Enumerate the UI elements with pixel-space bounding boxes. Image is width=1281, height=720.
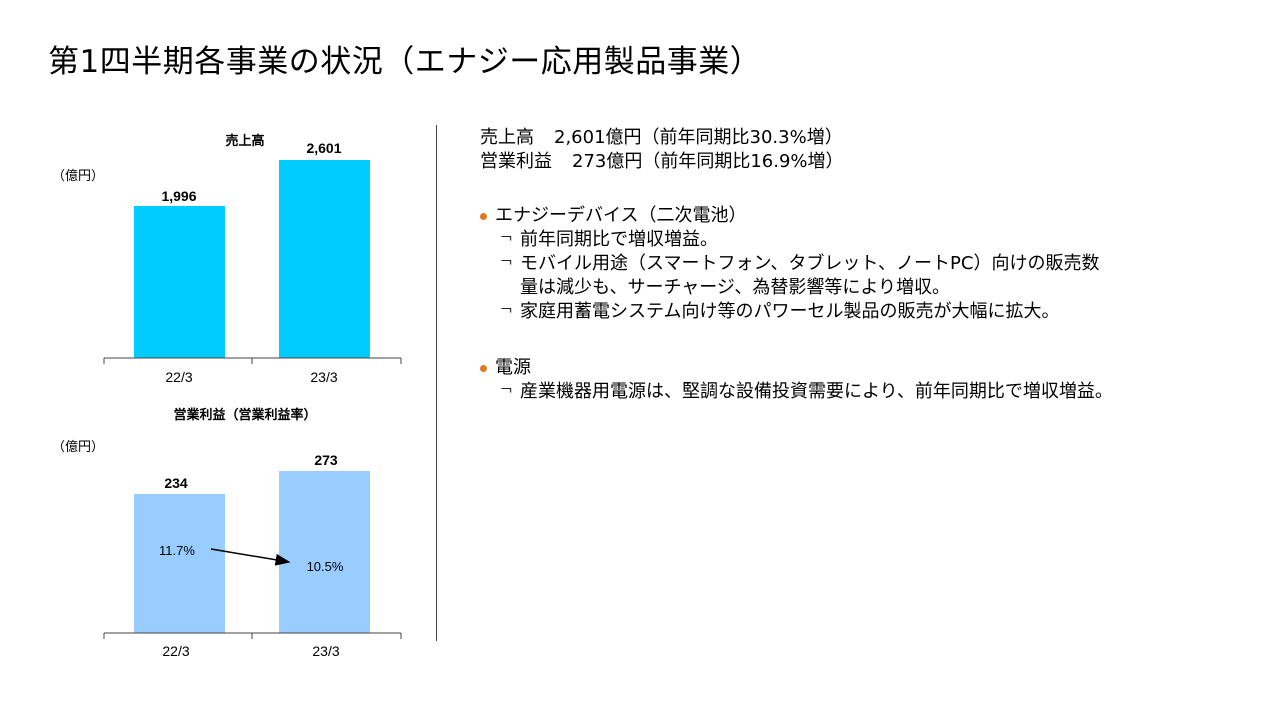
profit-category-23-3: 23/3: [312, 643, 339, 659]
list-item: ￢ 前年同期比で増収増益。: [500, 229, 718, 250]
vertical-divider: [436, 125, 437, 641]
profit-category-22-3: 22/3: [162, 643, 189, 659]
profit-chart-title: 営業利益（営業利益率）: [173, 408, 317, 423]
list-item: ￢ 産業機器用電源は、堅調な設備投資需要により、前年同期比で増収増益。: [500, 381, 1113, 402]
hook-bullet-icon: ￢: [500, 232, 514, 247]
sales-value-22-3: 1,996: [161, 188, 196, 204]
summary-sales-value: 2,601億円（前年同期比30.3%増）: [554, 127, 843, 148]
page-title: 第1四半期各事業の状況（エナジー応用製品事業）: [48, 44, 762, 80]
summary-profit-label: 営業利益: [480, 151, 552, 172]
profit-bar-22-3: [134, 494, 225, 633]
hook-bullet-icon: ￢: [500, 304, 514, 319]
summary-sales: 売上高 2,601億円（前年同期比30.3%増）: [480, 126, 844, 150]
section-title-energy-device: エナジーデバイス（二次電池）: [495, 205, 747, 226]
list-item-continuation: 量は減少も、サーチャージ、為替影響等により増収。: [520, 277, 951, 298]
orange-bullet-icon: [480, 212, 487, 220]
profit-value-22-3: 234: [164, 475, 188, 491]
profit-chart-unit: （億円）: [52, 440, 105, 455]
summary-profit-value: 273億円（前年同期比16.9%増）: [572, 151, 844, 172]
section-energy-device: エナジーデバイス（二次電池） ￢ 前年同期比で増収増益。 ￢ モバイル用途（スマ…: [480, 204, 1099, 324]
section-heading-energy-device: エナジーデバイス（二次電池）: [480, 204, 1099, 228]
hook-bullet-icon: ￢: [500, 256, 514, 271]
section-power-supply: 電源 ￢ 産業機器用電源は、堅調な設備投資需要により、前年同期比で増収増益。: [480, 356, 1113, 404]
sales-chart-title: 売上高: [225, 134, 265, 149]
list-item: ￢ モバイル用途（スマートフォン、タブレット、ノートPC）向けの販売数: [500, 253, 1100, 274]
orange-bullet-icon: [480, 364, 487, 372]
profit-margin-23-3: 10.5%: [307, 559, 344, 574]
sales-chart-unit: （億円）: [52, 169, 105, 184]
sales-bar-23-3: [279, 160, 370, 358]
profit-margin-arrow: [210, 548, 291, 566]
summary-block: 売上高 2,601億円（前年同期比30.3%増） 営業利益 273億円（前年同期比1…: [480, 126, 844, 174]
summary-sales-label: 売上高: [480, 127, 534, 148]
sales-category-22-3: 22/3: [165, 369, 192, 385]
sales-category-23-3: 23/3: [310, 369, 337, 385]
profit-bar-23-3: [279, 471, 370, 633]
section-title-power-supply: 電源: [495, 357, 531, 378]
profit-margin-22-3: 11.7%: [159, 543, 195, 558]
profit-value-23-3: 273: [314, 452, 338, 468]
list-item: ￢ 家庭用蓄電システム向け等のパワーセル製品の販売が大幅に拡大。: [500, 301, 1060, 322]
section-heading-power-supply: 電源: [480, 356, 1113, 380]
sales-bar-22-3: [134, 206, 225, 358]
sales-value-23-3: 2,601: [306, 140, 341, 156]
hook-bullet-icon: ￢: [500, 384, 514, 399]
summary-profit: 営業利益 273億円（前年同期比16.9%増）: [480, 150, 844, 174]
